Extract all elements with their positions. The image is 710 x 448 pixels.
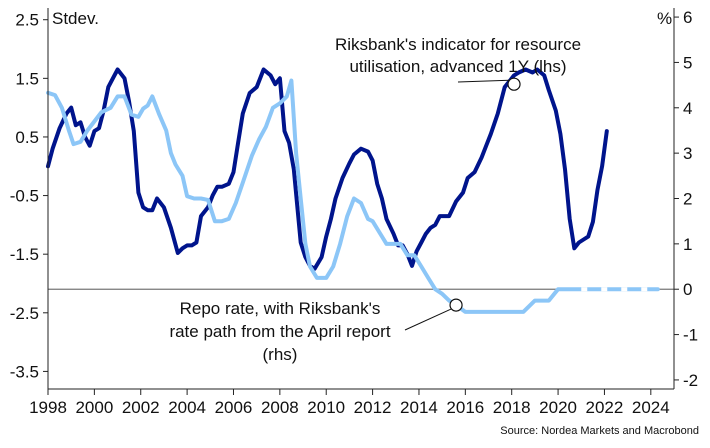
annotation-leader-resource <box>457 79 510 83</box>
x-tick-label: 2020 <box>539 398 577 417</box>
y-right-tick-label: 2 <box>683 190 692 209</box>
x-tick-label: 2002 <box>122 398 160 417</box>
y-right-tick-label: 5 <box>683 53 692 72</box>
y-left-tick-label: -1.5 <box>10 245 39 264</box>
x-tick-label: 1998 <box>29 398 67 417</box>
annotation-marker-repo <box>449 298 463 312</box>
x-tick-label: 2000 <box>75 398 113 417</box>
right-axis-unit: % <box>657 9 672 28</box>
x-tick-label: 2006 <box>215 398 253 417</box>
y-right-tick-label: 4 <box>683 99 692 118</box>
x-tick-label: 2012 <box>354 398 392 417</box>
y-right-tick-label: -1 <box>683 326 698 345</box>
y-right-tick-label: -2 <box>683 371 698 390</box>
y-left-tick-label: -3.5 <box>10 362 39 381</box>
left-axis-unit: Stdev. <box>52 9 99 28</box>
y-left-tick-label: -0.5 <box>10 187 39 206</box>
annotation-label-resource: Riksbank's indicator for resource <box>335 35 581 54</box>
x-tick-label: 2016 <box>446 398 484 417</box>
series-line-repo-rate <box>46 78 660 314</box>
annotation-leader-repo <box>404 308 452 331</box>
y-left-tick-label: -2.5 <box>10 304 39 323</box>
annotation-label-repo: (rhs) <box>263 345 298 364</box>
y-right-tick-label: 3 <box>683 144 692 163</box>
x-tick-label: 2008 <box>261 398 299 417</box>
annotation-marker-resource <box>507 77 521 91</box>
x-tick-label: 2004 <box>168 398 206 417</box>
x-tick-label: 2018 <box>493 398 531 417</box>
y-left-tick-label: 1.5 <box>15 69 39 88</box>
annotation-label-repo: Repo rate, with Riksbank's <box>180 299 381 318</box>
annotation-label-resource: utilisation, advanced 1Y (lhs) <box>349 57 566 76</box>
y-right-tick-label: 1 <box>683 235 692 254</box>
x-tick-label: 2014 <box>400 398 438 417</box>
y-right-tick-label: 6 <box>683 8 692 27</box>
series-group <box>46 67 660 314</box>
x-tick-label: 2022 <box>586 398 624 417</box>
y-left-tick-label: 2.5 <box>15 11 39 30</box>
tick-labels: 1998 2000 2002 2004 2006 2008 2010 2012 2014 2016… <box>10 8 698 417</box>
annotation-label-repo: rate path from the April report <box>169 322 390 341</box>
annotations: Riksbank's indicator for resource utilisa… <box>169 35 581 364</box>
y-left-tick-label: 0.5 <box>15 128 39 147</box>
x-tick-label: 2024 <box>632 398 670 417</box>
source-note: Source: Nordea Markets and Macrobond <box>500 425 699 437</box>
y-right-tick-label: 0 <box>683 280 692 299</box>
series-line-resource-utilisation <box>46 67 609 271</box>
axes-group <box>43 8 679 395</box>
x-tick-label: 2010 <box>307 398 345 417</box>
